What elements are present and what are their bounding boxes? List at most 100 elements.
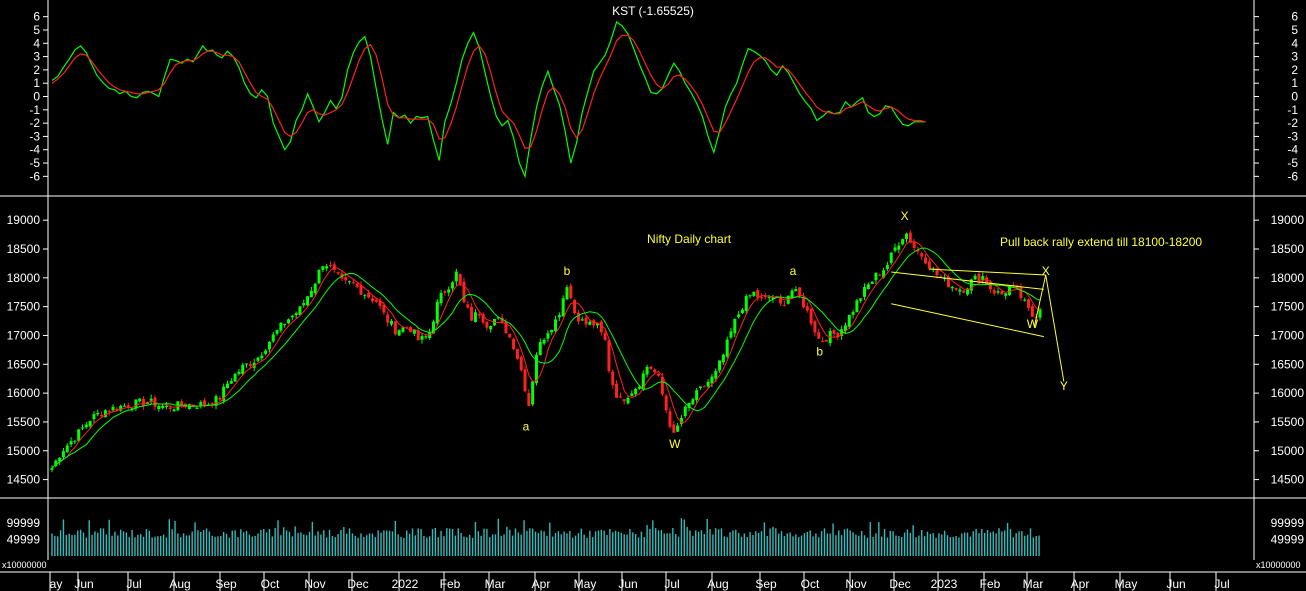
- kst-ytick-label-right: 5: [1291, 23, 1298, 37]
- candle-body: [836, 332, 840, 338]
- x-tick-label: Nov: [304, 577, 325, 591]
- volume-ytick-label-right: 49999: [1271, 533, 1305, 547]
- wave-annotation: Pull back rally extend till 18100-18200: [1000, 235, 1202, 249]
- x-tick-label: Feb: [440, 577, 461, 591]
- candle-body: [462, 281, 466, 303]
- candle-body: [595, 323, 599, 326]
- trend-line: [929, 268, 1046, 276]
- candle-body: [164, 405, 168, 407]
- price-ytick-label-right: 16500: [1271, 357, 1305, 371]
- x-tick-label: Jun: [1166, 577, 1185, 591]
- candle-body: [500, 317, 504, 322]
- candle-body: [832, 330, 836, 334]
- kst-ytick-label: -2: [29, 116, 40, 130]
- candle-body: [794, 289, 798, 292]
- candle-body: [233, 373, 237, 382]
- kst-ytick-label: -3: [29, 129, 40, 143]
- trend-line: [1045, 274, 1065, 382]
- candle-body: [199, 402, 203, 407]
- candle-body: [725, 339, 729, 357]
- price-ytick-label: 15500: [7, 415, 41, 429]
- candle-body: [889, 252, 893, 263]
- candle-body: [130, 408, 134, 410]
- kst-ytick-label-right: 3: [1291, 50, 1298, 64]
- candle-body: [122, 405, 126, 407]
- candle-body: [454, 271, 458, 282]
- candle-body: [573, 299, 577, 314]
- candle-body: [279, 322, 283, 331]
- candle-body: [119, 405, 123, 411]
- kst-ytick-label-right: -3: [1287, 129, 1298, 143]
- candle-body: [439, 292, 443, 304]
- kst-ytick-label: 4: [33, 36, 40, 50]
- candle-body: [222, 386, 226, 401]
- candle-body: [92, 414, 96, 420]
- candle-body: [611, 371, 615, 385]
- candle-body: [874, 273, 878, 281]
- candle-body: [809, 308, 813, 324]
- candle-body: [935, 268, 939, 276]
- candle-body: [58, 457, 62, 462]
- kst-ytick-label: 5: [33, 23, 40, 37]
- candle-body: [866, 284, 870, 290]
- candle-body: [96, 412, 100, 415]
- price-ytick-label: 17500: [7, 300, 41, 314]
- price-ytick-label-right: 14500: [1271, 473, 1305, 487]
- x-tick-label: 2023: [931, 577, 958, 591]
- candle-body: [397, 330, 401, 336]
- candle-body: [309, 290, 313, 298]
- candle-body: [81, 427, 85, 429]
- candle-body: [908, 232, 912, 243]
- price-ytick-label: 14500: [7, 473, 41, 487]
- candle-body: [180, 401, 184, 406]
- candle-body: [275, 330, 279, 334]
- wave-annotation: Y: [1060, 379, 1068, 393]
- candle-body: [466, 304, 470, 308]
- candle-body: [302, 303, 306, 306]
- candle-body: [287, 319, 291, 324]
- kst-ytick-label-right: -6: [1287, 169, 1298, 183]
- x-axis: ay Jun Jul Aug Sep Oct Nov Dec 2022 Feb Mar Apr May J…: [49, 572, 1230, 591]
- candle-body: [225, 383, 229, 389]
- x-tick-label: Apr: [532, 577, 551, 591]
- candle-body: [550, 329, 554, 333]
- wave-annotation: b: [816, 345, 823, 359]
- candle-body: [1023, 299, 1027, 301]
- candle-body: [630, 393, 634, 396]
- candle-body: [271, 334, 275, 342]
- candle-body: [843, 325, 847, 332]
- candle-body: [538, 342, 542, 355]
- candle-body: [920, 253, 924, 257]
- candle-body: [504, 321, 508, 333]
- candle-body: [470, 306, 474, 321]
- candle-body: [355, 283, 359, 287]
- candle-body: [336, 272, 340, 274]
- price-ytick-label-right: 15000: [1271, 444, 1305, 458]
- candle-body: [710, 376, 714, 384]
- candle-body: [821, 340, 825, 342]
- candle-body: [904, 233, 908, 240]
- candle-body: [870, 281, 874, 284]
- candle-body: [161, 405, 165, 408]
- candle-body: [985, 277, 989, 285]
- candle-body: [176, 401, 180, 411]
- candle-body: [946, 276, 950, 288]
- price-ytick-label: 15000: [7, 444, 41, 458]
- kst-ytick-label: 0: [33, 90, 40, 104]
- price-panel: 19000 19000 18500 18500 18000 18000 17500 17500…: [7, 209, 1305, 486]
- candle-body: [481, 314, 485, 323]
- candle-body: [752, 291, 756, 296]
- candle-body: [473, 312, 477, 322]
- candle-body: [790, 290, 794, 298]
- wave-annotation: W: [669, 437, 681, 451]
- candle-body: [885, 265, 889, 269]
- candle-body: [1038, 309, 1042, 318]
- volume-ytick-label: 99999: [7, 516, 41, 530]
- wave-annotation: Nifty Daily chart: [647, 232, 732, 246]
- candle-body: [645, 366, 649, 375]
- price-ytick-label: 17000: [7, 328, 41, 342]
- candle-body: [672, 424, 676, 433]
- candle-body: [954, 287, 958, 290]
- candle-body: [203, 400, 207, 407]
- candle-body: [103, 410, 107, 418]
